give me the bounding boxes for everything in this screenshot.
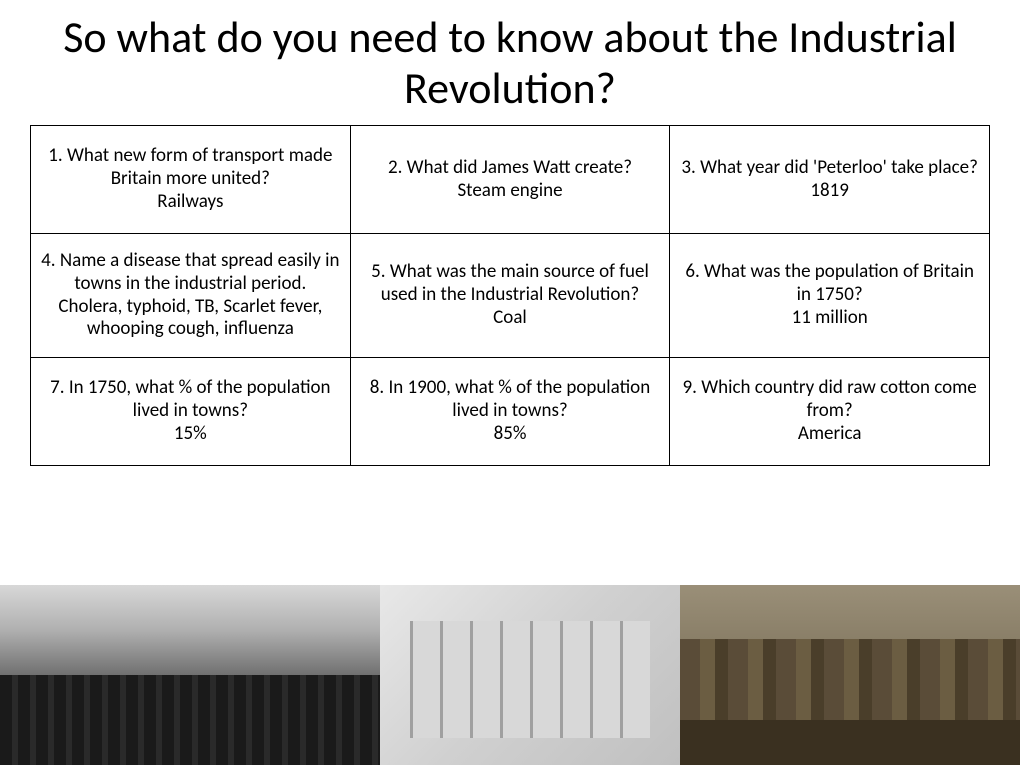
textile-mill-image — [380, 585, 680, 765]
qa-cell-7: 7. In 1750, what % of the population liv… — [31, 358, 351, 466]
answer-text: Cholera, typhoid, TB, Scarlet fever, who… — [39, 296, 342, 342]
answer-text: Coal — [359, 307, 662, 330]
question-text: 2. What did James Watt create? — [359, 157, 662, 180]
answer-text: 85% — [359, 423, 662, 446]
industrial-waterfront-image — [680, 585, 1020, 765]
answer-text: America — [678, 423, 981, 446]
qa-cell-5: 5. What was the main source of fuel used… — [350, 234, 670, 358]
qa-cell-8: 8. In 1900, what % of the population liv… — [350, 358, 670, 466]
qa-cell-6: 6. What was the population of Britain in… — [670, 234, 990, 358]
qa-cell-3: 3. What year did 'Peterloo' take place? … — [670, 126, 990, 234]
table-row: 4. Name a disease that spread easily in … — [31, 234, 990, 358]
answer-text: 1819 — [678, 180, 981, 203]
answer-text: 15% — [39, 423, 342, 446]
table-row: 7. In 1750, what % of the population liv… — [31, 358, 990, 466]
question-text: 8. In 1900, what % of the population liv… — [359, 377, 662, 423]
question-text: 6. What was the population of Britain in… — [678, 261, 981, 307]
question-text: 5. What was the main source of fuel used… — [359, 261, 662, 307]
page-title: So what do you need to know about the In… — [0, 0, 1020, 121]
answer-text: Railways — [39, 191, 342, 214]
qa-cell-2: 2. What did James Watt create? Steam eng… — [350, 126, 670, 234]
question-text: 7. In 1750, what % of the population liv… — [39, 377, 342, 423]
question-text: 9. Which country did raw cotton come fro… — [678, 377, 981, 423]
question-text: 4. Name a disease that spread easily in … — [39, 250, 342, 296]
question-text: 1. What new form of transport made Brita… — [39, 145, 342, 191]
images-row — [0, 585, 1020, 765]
table-row: 1. What new form of transport made Brita… — [31, 126, 990, 234]
answer-text: Steam engine — [359, 180, 662, 203]
qa-cell-1: 1. What new form of transport made Brita… — [31, 126, 351, 234]
answer-text: 11 million — [678, 307, 981, 330]
factory-chimneys-image — [0, 585, 380, 765]
qa-cell-9: 9. Which country did raw cotton come fro… — [670, 358, 990, 466]
qa-cell-4: 4. Name a disease that spread easily in … — [31, 234, 351, 358]
question-text: 3. What year did 'Peterloo' take place? — [678, 157, 981, 180]
qa-table: 1. What new form of transport made Brita… — [30, 125, 990, 466]
